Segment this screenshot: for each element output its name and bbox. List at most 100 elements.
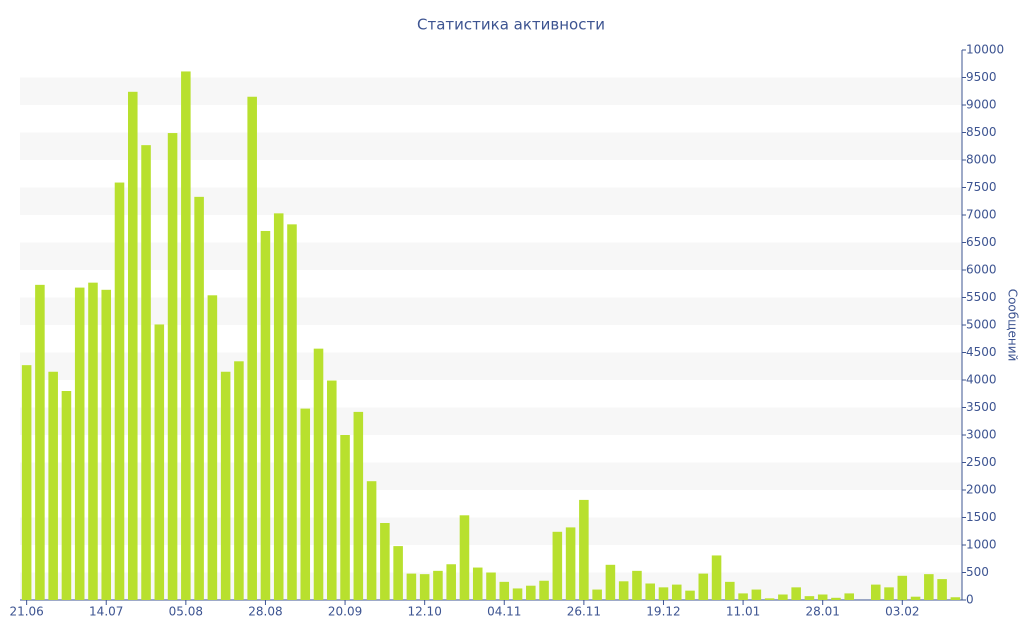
bar <box>486 572 496 600</box>
bar <box>897 575 908 600</box>
y-tick-label: 0 <box>966 593 974 607</box>
x-tick-label: 12.10 <box>407 605 441 619</box>
y-tick-label: 3500 <box>966 400 997 414</box>
bar <box>287 224 297 600</box>
bar <box>778 594 788 600</box>
bar <box>260 230 271 600</box>
bar <box>725 581 735 600</box>
y-tick-label: 7500 <box>966 180 997 194</box>
bar <box>446 564 456 600</box>
bar <box>61 391 72 600</box>
bar <box>618 581 629 600</box>
bar <box>804 596 815 600</box>
chart-title: Статистика активности <box>417 16 605 34</box>
bar <box>685 590 695 600</box>
bar <box>74 287 85 600</box>
bar <box>539 580 549 600</box>
bar <box>632 570 642 600</box>
bar <box>220 371 231 600</box>
y-axis-title: Сообщений <box>1006 289 1020 362</box>
bar <box>698 573 709 600</box>
bar <box>844 593 855 600</box>
bar <box>207 295 218 600</box>
grid-band <box>20 77 962 105</box>
y-tick-label: 9000 <box>966 98 997 112</box>
bar <box>234 361 244 600</box>
bar <box>459 515 470 600</box>
bar <box>950 597 961 600</box>
bar <box>658 587 669 600</box>
x-tick-label: 11.01 <box>726 605 760 619</box>
bar <box>764 598 775 600</box>
bar <box>711 555 722 600</box>
bar <box>605 564 616 600</box>
bar <box>353 411 364 600</box>
bar <box>380 523 390 600</box>
bar <box>592 589 602 600</box>
bar <box>141 145 151 600</box>
bar <box>552 531 563 600</box>
y-tick-label: 4000 <box>966 373 997 387</box>
x-tick-label: 05.08 <box>169 605 203 619</box>
y-tick-label: 4500 <box>966 345 997 359</box>
bar <box>300 408 311 600</box>
bar <box>831 597 841 600</box>
bar <box>167 133 178 601</box>
y-tick-label: 2000 <box>966 483 997 497</box>
bar <box>433 570 443 600</box>
x-tick-label: 20.09 <box>328 605 362 619</box>
bar <box>194 196 204 600</box>
bar <box>313 348 324 600</box>
bar <box>181 71 191 600</box>
bar <box>406 573 417 600</box>
grid-band <box>20 297 962 325</box>
bar <box>114 182 125 601</box>
bar <box>751 589 762 600</box>
bar <box>738 593 748 600</box>
bar <box>101 289 112 600</box>
bar <box>579 499 589 600</box>
bar <box>526 585 536 600</box>
y-tick-label: 6500 <box>966 235 997 249</box>
bar <box>924 574 934 600</box>
bar <box>472 567 483 600</box>
bar <box>937 579 947 600</box>
y-tick-label: 6000 <box>966 263 997 277</box>
bar <box>327 380 337 600</box>
bar <box>127 91 138 601</box>
bar <box>21 365 32 600</box>
grid-band <box>20 242 962 270</box>
x-tick-label: 28.01 <box>806 605 840 619</box>
y-tick-label: 10000 <box>966 43 1004 57</box>
y-tick-label: 5500 <box>966 290 997 304</box>
bar <box>817 594 828 600</box>
y-tick-label: 500 <box>966 565 989 579</box>
bar <box>791 587 801 600</box>
x-tick-label: 19.12 <box>646 605 680 619</box>
x-tick-label: 04.11 <box>487 605 521 619</box>
bar <box>366 481 377 600</box>
x-tick-label: 03.02 <box>885 605 919 619</box>
bar <box>88 282 98 600</box>
y-tick-label: 8500 <box>966 125 997 139</box>
y-tick-label: 8000 <box>966 153 997 167</box>
y-tick-label: 3000 <box>966 428 997 442</box>
bar <box>154 324 165 600</box>
bar <box>910 596 921 600</box>
bar <box>340 435 350 600</box>
grid-band <box>20 187 962 215</box>
y-tick-label: 2500 <box>966 455 997 469</box>
y-tick-label: 1500 <box>966 510 997 524</box>
y-tick-label: 1000 <box>966 538 997 552</box>
bar <box>565 527 576 600</box>
bar <box>512 588 523 600</box>
bar <box>419 574 430 600</box>
bar <box>35 284 45 600</box>
bar <box>884 587 894 600</box>
bar <box>645 583 655 600</box>
x-tick-label: 26.11 <box>567 605 601 619</box>
bar <box>273 213 284 600</box>
y-tick-label: 7000 <box>966 208 997 222</box>
x-tick-label: 28.08 <box>248 605 282 619</box>
